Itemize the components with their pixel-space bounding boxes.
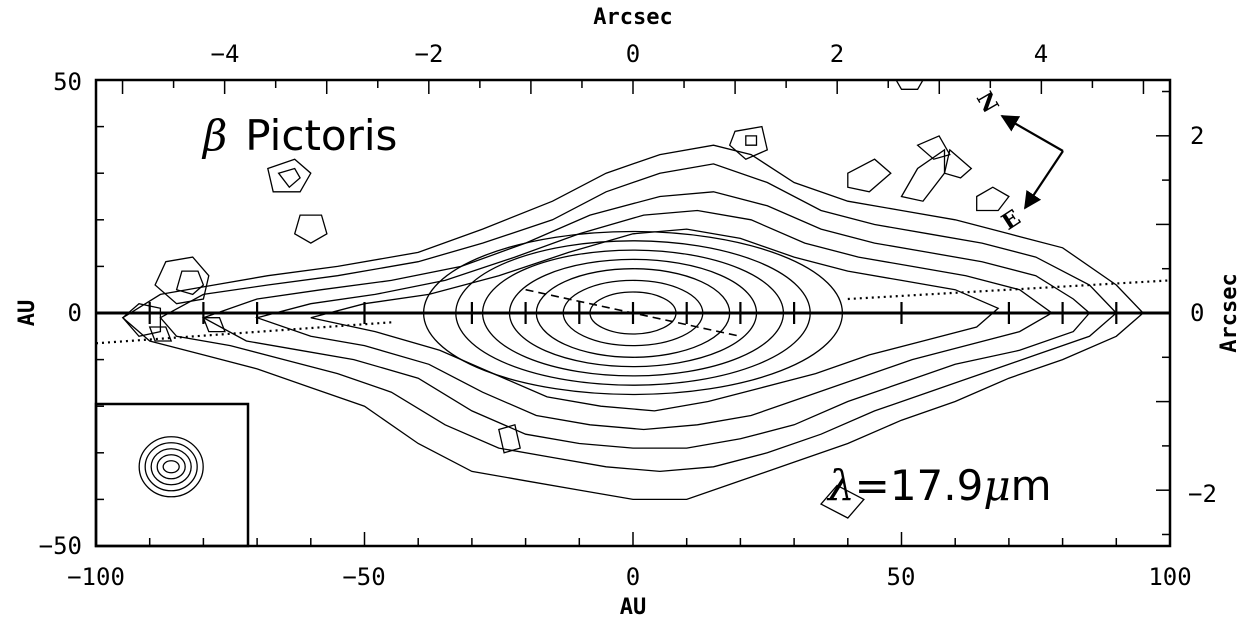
- contour-island: [498, 423, 521, 454]
- compass-north-arrow: [1000, 115, 1064, 152]
- psf-contour: [162, 460, 180, 474]
- x-tick-label: 100: [1148, 563, 1191, 591]
- y-tick-label: 0: [68, 299, 82, 327]
- x-tick-labels: −100 −50 0 50 100: [67, 563, 1192, 591]
- compass: N E: [971, 87, 1064, 236]
- contour-island: [202, 317, 226, 333]
- x2-axis-title: Arcsec: [593, 5, 672, 30]
- y2-tick-label: 2: [1190, 122, 1204, 150]
- contour-island: [175, 270, 205, 296]
- psf-contour: [138, 436, 204, 498]
- psf-contour: [144, 442, 198, 492]
- x-tick-label: −100: [67, 563, 125, 591]
- contour-island: [293, 214, 328, 244]
- contour-island: [895, 80, 924, 90]
- x2-tick-label: 2: [830, 40, 844, 68]
- psf-inset-frame: [94, 402, 250, 548]
- y2-tick-label: −2: [1188, 480, 1217, 508]
- x2-tick-labels: −4 −2 0 2 4: [211, 40, 1049, 68]
- contour-line: [201, 191, 1091, 449]
- wavelength-symbol: λ: [826, 461, 855, 510]
- wavelength-label: λ=17.9μm: [826, 461, 1052, 510]
- contour-island: [121, 302, 162, 338]
- y2-tick-label: 0: [1190, 299, 1204, 327]
- psf-inset: [94, 402, 250, 548]
- contour-island: [745, 135, 758, 146]
- contour-island: [943, 148, 973, 179]
- y-axis-title: AU: [15, 300, 40, 327]
- contour-line: [159, 163, 1118, 473]
- compass-north-label: N: [971, 87, 1004, 117]
- contour-island: [277, 167, 301, 189]
- x2-tick-label: 4: [1034, 40, 1048, 68]
- contour-island: [154, 256, 210, 305]
- y2-tick-labels: −2 0 2: [1188, 122, 1217, 508]
- wavelength-unit-m: m: [1011, 461, 1052, 510]
- x-tick-label: −50: [342, 563, 385, 591]
- x2-tick-label: −2: [415, 40, 444, 68]
- contour-island: [847, 158, 892, 193]
- contour-island: [819, 484, 865, 519]
- y-tick-labels: −50 0 50: [39, 68, 82, 560]
- compass-east-label: E: [997, 205, 1025, 236]
- y-tick-label: 50: [53, 68, 82, 96]
- contour-line: [310, 228, 1000, 412]
- contour-island: [728, 125, 769, 160]
- psf-contours: [138, 436, 204, 498]
- tick-marks: [95, 79, 1171, 547]
- contour-island: [148, 326, 173, 342]
- y2-axis-title: Arcsec: [1217, 273, 1242, 352]
- x-tick-label: 50: [887, 563, 916, 591]
- x2-tick-label: 0: [626, 40, 640, 68]
- dashed-line: [525, 288, 741, 338]
- object-name: Pictoris: [245, 111, 397, 160]
- compass-east-arrow: [1024, 150, 1064, 210]
- contour-island: [267, 158, 312, 193]
- psf-contour: [150, 448, 192, 486]
- y-tick-label: −50: [39, 532, 82, 560]
- wavelength-unit-mu: μ: [983, 461, 1010, 510]
- contour-island: [916, 135, 951, 160]
- x2-tick-label: −4: [211, 40, 240, 68]
- contour-line: [254, 209, 1054, 431]
- x-axis-title: AU: [620, 595, 647, 620]
- dotted-line: [96, 321, 392, 345]
- object-label: β Pictoris: [201, 111, 397, 160]
- psf-contour: [156, 454, 186, 480]
- contour-line: [121, 144, 1145, 501]
- wavelength-value: =17.9: [855, 461, 984, 510]
- reference-lines: [96, 279, 1170, 345]
- contour-island: [976, 186, 1010, 212]
- x-tick-label: 0: [626, 563, 640, 591]
- object-symbol: β: [201, 111, 227, 160]
- contour-island: [900, 148, 946, 202]
